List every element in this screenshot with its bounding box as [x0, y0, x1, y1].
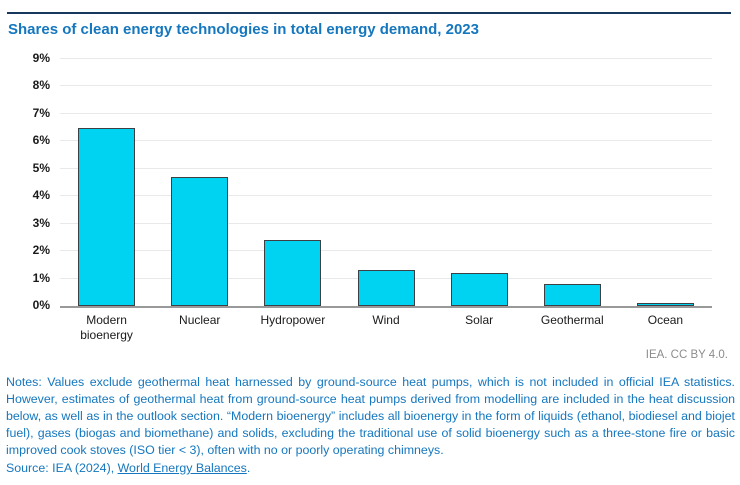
bar-hydropower [264, 240, 322, 306]
bar-solar [450, 273, 508, 306]
x-category-label: Geothermal [540, 313, 604, 327]
gridline [60, 167, 712, 169]
x-category-label: Modern bioenergy [80, 313, 133, 342]
notes-text: Notes: Values exclude geothermal heat ha… [6, 375, 735, 457]
x-axis-labels: Modern bioenergy Nuclear Hydropower Wind Sol… [60, 313, 712, 347]
top-rule [7, 12, 731, 14]
y-tick-label: 8% [32, 78, 50, 93]
x-category-label: Hydropower [260, 313, 326, 327]
y-tick-label: 6% [32, 133, 50, 148]
source-line: Source: IEA (2024), World Energy Balance… [6, 461, 250, 475]
gridline [60, 222, 712, 224]
gridline [60, 195, 712, 197]
y-tick-label: 1% [32, 270, 50, 285]
y-tick-label: 4% [32, 188, 50, 203]
source-suffix: . [246, 461, 251, 475]
y-tick-label: 2% [32, 243, 50, 258]
source-prefix: Source: IEA (2024), [6, 461, 118, 475]
bar-nuclear [171, 177, 229, 306]
x-category-label: Nuclear [179, 313, 221, 327]
y-tick-label: 0% [32, 298, 50, 312]
gridline [60, 85, 712, 87]
gridline [60, 58, 712, 59]
y-tick-label: 9% [32, 51, 50, 65]
source-link[interactable]: World Energy Balances [117, 461, 247, 475]
bar-ocean [636, 303, 694, 306]
y-tick-label: 7% [32, 105, 50, 120]
y-axis-labels: 0% 1% 2% 3% 4% 5% 6% 7% 8% 9% [0, 51, 50, 312]
x-category-label: Ocean [647, 313, 684, 327]
gridline [60, 140, 712, 142]
bar-modern-bioenergy [78, 127, 136, 306]
x-category-label: Wind [372, 313, 400, 327]
bar-wind [357, 270, 415, 306]
license-attribution: IEA. CC BY 4.0. [645, 349, 728, 361]
y-tick-label: 3% [32, 215, 50, 230]
plot-area [60, 58, 712, 308]
y-tick-label: 5% [32, 160, 50, 175]
x-category-label: Solar [465, 313, 494, 327]
gridline [60, 112, 712, 114]
chart-title: Shares of clean energy technologies in t… [8, 21, 479, 38]
bar-geothermal [543, 284, 601, 306]
gridline [60, 250, 712, 252]
